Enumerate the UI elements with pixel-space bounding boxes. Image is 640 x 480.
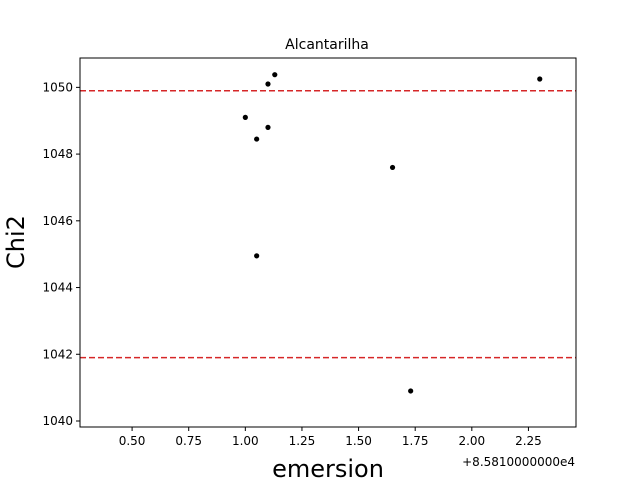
data-point bbox=[389, 164, 396, 171]
y-tick-label: 1048 bbox=[42, 147, 73, 161]
data-point bbox=[265, 81, 271, 87]
x-tick-label: 2.00 bbox=[458, 434, 485, 448]
plot-area bbox=[80, 72, 576, 394]
y-tick-label: 1040 bbox=[42, 414, 73, 428]
y-axis-label: Chi2 bbox=[2, 215, 30, 269]
data-point bbox=[254, 136, 260, 142]
x-tick-label: 0.75 bbox=[175, 434, 202, 448]
chart-title: Alcantarilha bbox=[285, 37, 369, 53]
y-tick-label: 1044 bbox=[42, 281, 73, 295]
x-axis-label: emersion bbox=[272, 455, 384, 480]
data-point bbox=[272, 72, 278, 78]
data-point bbox=[408, 388, 414, 394]
x-tick-label: 1.25 bbox=[289, 434, 316, 448]
x-offset-label: +8.5810000000e4 bbox=[462, 455, 575, 469]
x-tick-label: 1.75 bbox=[402, 434, 429, 448]
y-axis: 1040 1042 1044 1046 1048 1050 bbox=[42, 80, 80, 428]
x-axis: 0.50 0.75 1.00 1.25 1.50 1.75 2.00 2.25 bbox=[119, 427, 542, 448]
x-tick-label: 2.25 bbox=[515, 434, 542, 448]
data-point bbox=[254, 253, 260, 259]
x-tick-label: 0.50 bbox=[119, 434, 146, 448]
plot-frame bbox=[79, 57, 577, 428]
y-tick-label: 1050 bbox=[42, 80, 73, 94]
data-point bbox=[265, 124, 271, 130]
y-tick-label: 1046 bbox=[42, 214, 73, 228]
x-tick-label: 1.50 bbox=[345, 434, 372, 448]
data-point bbox=[242, 114, 248, 120]
data-point bbox=[537, 76, 543, 82]
y-tick-label: 1042 bbox=[42, 347, 73, 361]
x-tick-label: 1.00 bbox=[232, 434, 259, 448]
